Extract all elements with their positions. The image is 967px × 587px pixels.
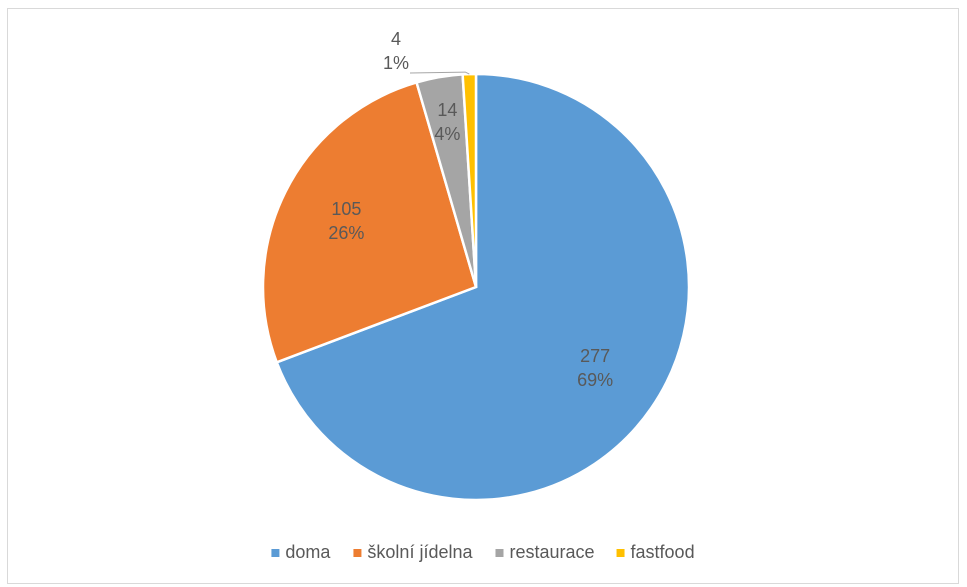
data-label: 277 — [580, 346, 610, 366]
data-label: 14 — [437, 100, 457, 120]
leader-line — [409, 71, 470, 75]
pie-slice — [261, 80, 478, 364]
legend-marker — [495, 549, 504, 557]
percent-label: 4% — [434, 124, 460, 144]
pie-slice — [275, 72, 691, 502]
legend-marker — [353, 549, 362, 557]
percent-label: 1% — [383, 53, 409, 73]
percent-label: 69% — [577, 370, 613, 390]
data-label: 105 — [331, 199, 361, 219]
legend-label: fastfood — [631, 542, 695, 562]
legend-label: školní jídelna — [367, 542, 473, 562]
legend-label: doma — [285, 542, 331, 562]
percent-label: 26% — [328, 223, 364, 243]
pie-slice — [461, 72, 478, 288]
legend-label: restaurace — [509, 542, 594, 562]
data-label: 4 — [391, 29, 401, 49]
legend-marker — [616, 549, 625, 557]
legend-marker — [271, 549, 280, 557]
